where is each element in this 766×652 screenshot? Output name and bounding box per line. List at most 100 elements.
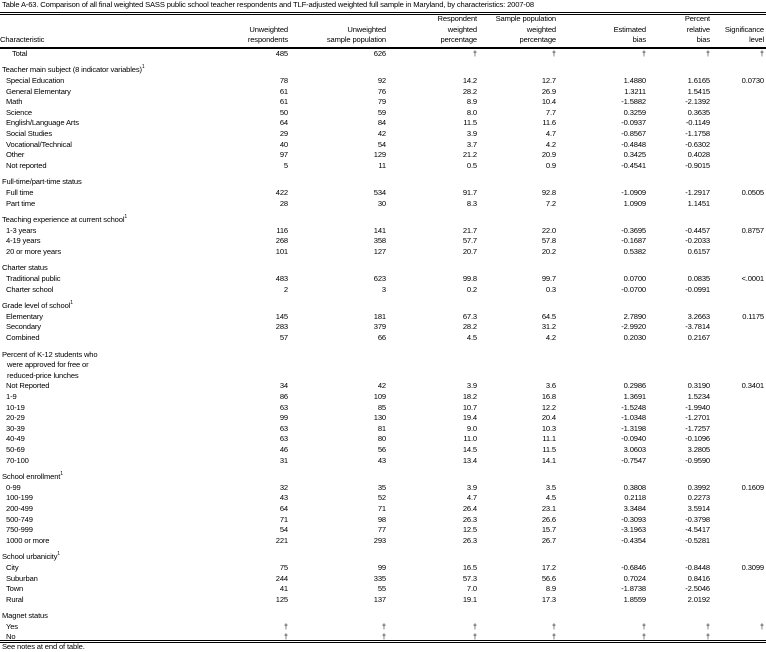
section-heading-text: reduced-price lunches <box>7 370 79 380</box>
cell-value: -0.0700 <box>621 284 646 294</box>
cell-value: 21.7 <box>462 225 477 235</box>
cell-value <box>712 140 766 151</box>
cell-value: -0.0940 <box>621 434 646 444</box>
section-heading-text: School urbanicity <box>2 552 58 562</box>
cell-value: † <box>551 632 556 642</box>
cell-value: † <box>283 621 288 631</box>
cell-value: 66 <box>377 333 386 343</box>
section-heading-row: School enrollment1 <box>0 466 766 483</box>
cell-value: 2.0192 <box>687 594 710 604</box>
section-heading: Teaching experience at current school1 <box>0 209 766 226</box>
row-label: Town <box>6 584 24 594</box>
cell-value: 3.9 <box>466 128 477 138</box>
column-header: weighted <box>526 24 556 34</box>
cell-value: 0.3992 <box>687 482 710 492</box>
cell-value: -0.8567 <box>621 128 646 138</box>
cell-value: -0.3093 <box>621 514 646 524</box>
row-label: Combined <box>6 333 40 343</box>
cell-value: 3.6 <box>545 381 556 391</box>
cell-value: -0.2033 <box>685 236 710 246</box>
cell-value <box>712 493 766 504</box>
section-heading-row: Grade level of school1 <box>0 295 766 312</box>
cell-value <box>712 525 766 536</box>
table-row: English/Language Arts 64 84 11.5 11.6 -0.0937… <box>0 118 766 129</box>
table-row: City 75 99 16.5 17.2 -0.6846 -0.8448 0.3099 <box>0 563 766 574</box>
cell-value: -1.7257 <box>685 423 710 433</box>
row-label: Charter school <box>6 284 54 294</box>
cell-value: -1.5882 <box>621 97 646 107</box>
cell-value: 534 <box>373 187 386 197</box>
cell-value: 0.3259 <box>623 107 646 117</box>
column-header <box>0 25 205 36</box>
cell-value: 55 <box>377 584 386 594</box>
row-label: Other <box>6 150 25 160</box>
cell-value: 0.3099 <box>741 562 764 572</box>
cell-value: 0.3190 <box>687 381 710 391</box>
cell-value: 26.7 <box>541 535 556 545</box>
section-heading: Full-time/part-time status <box>0 171 766 188</box>
column-header: respondents <box>205 35 290 49</box>
row-label: Not reported <box>6 160 47 170</box>
cell-value: 483 <box>275 274 288 284</box>
cell-value: † <box>759 48 764 58</box>
cell-value: 0.7024 <box>623 573 646 583</box>
cell-value: 0.4028 <box>687 150 710 160</box>
cell-value: 3.3484 <box>623 503 646 513</box>
column-header: Significance <box>724 24 764 34</box>
section-heading: Charter status <box>0 257 766 274</box>
column-header: percentage <box>479 35 558 49</box>
cell-value: † <box>381 621 386 631</box>
cell-value: 92 <box>377 75 386 85</box>
row-label: City <box>6 562 19 572</box>
cell-value: 129 <box>373 150 386 160</box>
row-label: Yes <box>6 621 18 631</box>
cell-value <box>712 515 766 526</box>
row-label: Part time <box>6 198 36 208</box>
table-row: Town 41 55 7.0 8.9 -1.8738 -2.5046 <box>0 584 766 595</box>
cell-value: 0.2273 <box>687 493 710 503</box>
table-row: 20 or more years 101 127 20.7 20.2 0.5382 0.61… <box>0 247 766 258</box>
cell-value: 0.3 <box>545 284 556 294</box>
cell-value: -0.1096 <box>685 434 710 444</box>
row-label: Not Reported <box>6 381 50 391</box>
row-label: Science <box>6 107 32 117</box>
row-label: Elementary <box>6 311 43 321</box>
column-header: Unweighted <box>249 24 288 34</box>
cell-value: 181 <box>373 311 386 321</box>
comparison-table: Respondent Sample population Percent Unweig… <box>0 14 766 643</box>
cell-value: 99 <box>279 413 288 423</box>
cell-value: 3.5914 <box>687 503 710 513</box>
cell-value: 7.7 <box>545 107 556 117</box>
cell-value <box>712 108 766 119</box>
section-heading-text: Teacher main subject (8 indicator variab… <box>2 65 142 75</box>
table-notes: See notes at end of table. <box>2 642 85 651</box>
cell-value: 335 <box>373 573 386 583</box>
cell-value: 85 <box>377 402 386 412</box>
cell-value: 0.3401 <box>741 381 764 391</box>
row-label: Traditional public <box>6 274 61 284</box>
cell-value: † <box>551 621 556 631</box>
table-row: 500-749 71 98 26.3 26.6 -0.3093 -0.3798 <box>0 515 766 526</box>
cell-value: -0.6846 <box>621 562 646 572</box>
column-header: Respondent <box>437 14 478 23</box>
cell-value: 23.1 <box>541 503 556 513</box>
table-row: Vocational/Technical 40 54 3.7 4.2 -0.4848 -0.… <box>0 140 766 151</box>
cell-value: 623 <box>373 274 386 284</box>
cell-value: 11 <box>378 160 386 170</box>
cell-value: 4.7 <box>545 128 556 138</box>
cell-value: 293 <box>373 535 386 545</box>
header-row: Respondent Sample population Percent <box>0 14 766 25</box>
cell-value: -0.4541 <box>621 160 646 170</box>
cell-value: -0.0991 <box>685 284 710 294</box>
cell-value: 63 <box>279 434 288 444</box>
section-heading-text: were approved for free or <box>7 360 89 370</box>
cell-value: -3.1963 <box>621 525 646 535</box>
cell-value: 0.8416 <box>687 573 710 583</box>
cell-value: 61 <box>279 97 288 107</box>
cell-value: 50 <box>279 107 288 117</box>
cell-value <box>712 129 766 140</box>
cell-value: 52 <box>377 493 386 503</box>
section-heading-row: Magnet status <box>0 605 766 622</box>
bottom-rule <box>0 640 766 643</box>
cell-value: 4.2 <box>545 333 556 343</box>
